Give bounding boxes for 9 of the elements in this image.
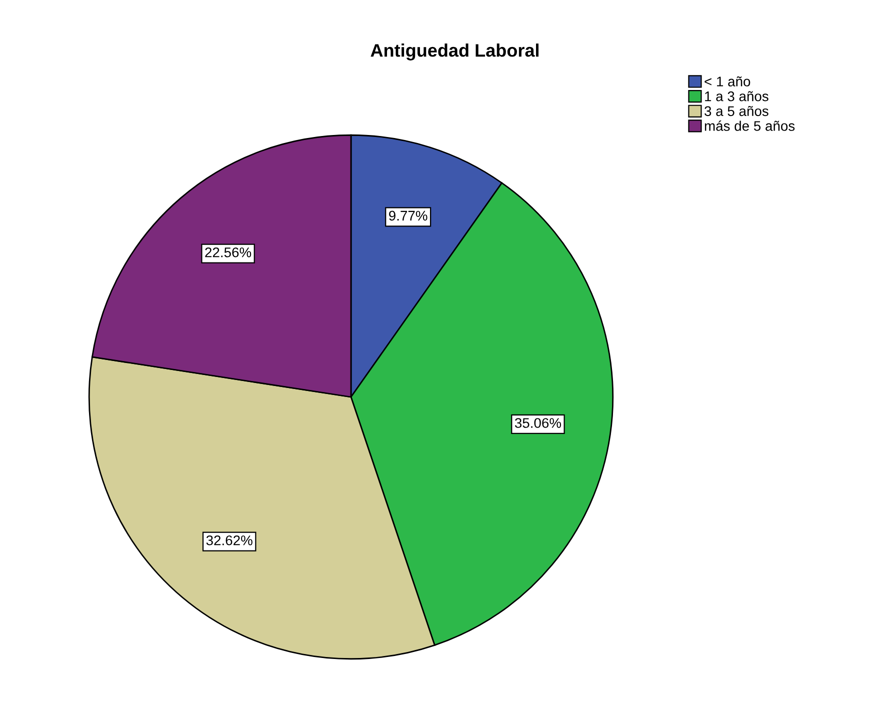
data-label: 35.06% bbox=[514, 418, 562, 428]
legend-label: más de 5 años bbox=[704, 120, 795, 131]
data-label: 32.62% bbox=[206, 535, 252, 546]
legend-label: 3 a 5 años bbox=[704, 106, 768, 116]
data-label: 9.77% bbox=[389, 210, 428, 221]
data-label: 22.56% bbox=[205, 247, 252, 258]
legend-label: < 1 año bbox=[704, 76, 750, 86]
legend-label: 1 a 3 años bbox=[705, 91, 768, 102]
chart-title: Antiguedad Laboral bbox=[370, 44, 538, 60]
